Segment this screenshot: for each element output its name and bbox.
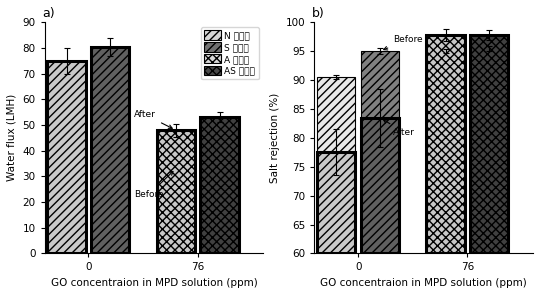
Bar: [91, 47, 130, 253]
Bar: [157, 130, 195, 253]
Bar: [317, 77, 355, 253]
Bar: [91, 179, 130, 253]
Bar: [427, 51, 465, 253]
Bar: [48, 61, 86, 253]
Bar: [361, 118, 399, 253]
X-axis label: GO concentraion in MPD solution (ppm): GO concentraion in MPD solution (ppm): [51, 278, 258, 288]
Bar: [361, 51, 399, 253]
Bar: [427, 35, 465, 253]
Bar: [200, 117, 239, 253]
X-axis label: GO concentraion in MPD solution (ppm): GO concentraion in MPD solution (ppm): [320, 278, 527, 288]
Text: After: After: [134, 110, 172, 128]
Text: Before: Before: [384, 35, 423, 50]
Text: After: After: [383, 120, 415, 137]
Bar: [470, 35, 509, 253]
Bar: [317, 152, 355, 253]
Legend: N 분리막, S 분리막, A 분리막, AS 분리막: N 분리막, S 분리막, A 분리막, AS 분리막: [201, 27, 259, 79]
Text: Before: Before: [134, 171, 173, 199]
Y-axis label: Salt rejection (%): Salt rejection (%): [270, 93, 280, 183]
Y-axis label: Water flux (LMH): Water flux (LMH): [7, 94, 17, 181]
Bar: [48, 194, 86, 253]
Text: a): a): [43, 7, 55, 20]
Text: b): b): [312, 7, 325, 20]
Bar: [470, 48, 509, 253]
Bar: [157, 169, 195, 253]
